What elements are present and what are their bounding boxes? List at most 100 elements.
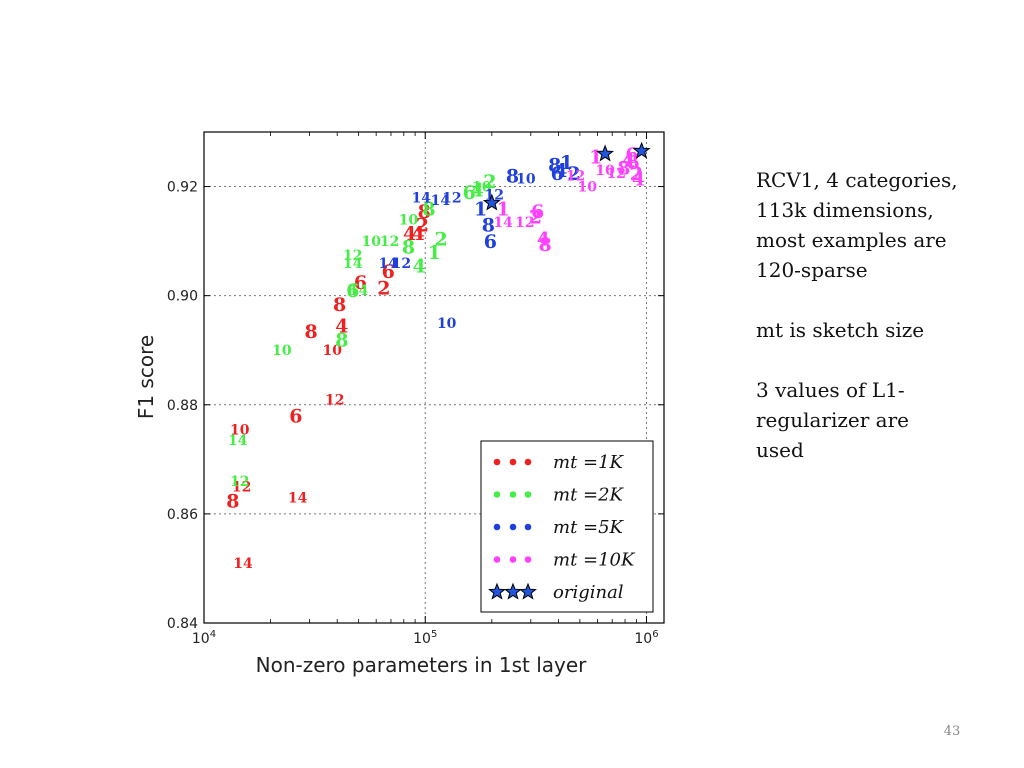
data-point-label: 10: [472, 180, 492, 196]
data-point-label: 8: [617, 157, 630, 179]
data-point-label: 6: [531, 201, 544, 223]
legend-dot-marker: [509, 556, 517, 563]
y-tick-labels: 0.84 0.86 0.88 0.90 0.92: [167, 180, 198, 632]
legend-dot-marker: [524, 491, 532, 498]
data-point-label: 10: [578, 180, 598, 196]
data-point-label: 10: [230, 422, 250, 438]
data-point-label: 10: [399, 212, 419, 228]
notes-dataset-description: RCV1, 4 categories, 113k dimensions, mos…: [756, 165, 996, 285]
x-tick-labels: 104 105 106: [192, 629, 659, 647]
data-point-label: 1: [497, 198, 510, 220]
data-point-label: 14: [349, 283, 369, 299]
data-point-label: 14: [493, 215, 513, 231]
notes-line: most examples are: [756, 228, 947, 252]
notes-line: 113k dimensions,: [756, 198, 934, 222]
notes-line: mt is sketch size: [756, 318, 925, 342]
data-point-label: 4: [471, 179, 484, 201]
legend-dot-marker: [524, 523, 532, 531]
legend-label: mt =1K: [553, 452, 625, 473]
x-tick-label: 105: [413, 629, 437, 647]
y-tick-label: 0.92: [167, 180, 198, 196]
data-point-label: 6: [484, 231, 497, 253]
legend-label: mt =10K: [553, 550, 636, 571]
data-point-label: 12: [442, 190, 461, 206]
data-point-label: 2: [630, 163, 643, 185]
data-point-label: 8: [422, 198, 435, 220]
legend-dot-marker: [509, 458, 517, 466]
data-point-label: 4: [537, 228, 550, 250]
data-point-label: 6: [625, 144, 638, 166]
data-point-label: 10: [272, 343, 292, 359]
data-point-label: 2: [529, 207, 542, 229]
data-point-label: 8: [506, 166, 519, 188]
original-star-point: [482, 193, 501, 211]
data-point-label: 8: [548, 155, 561, 177]
legend-dot-marker: [524, 458, 532, 466]
data-point-label: 6: [463, 182, 476, 204]
legend-box: [480, 440, 654, 613]
data-point-label: 4: [622, 149, 635, 171]
data-point-label: 14: [288, 491, 308, 507]
legend-dot-marker: [509, 523, 517, 531]
data-point-label: 10: [595, 163, 615, 179]
plot-frame: [203, 131, 665, 624]
data-point-label: 8: [333, 294, 346, 316]
notes-line: 120-sparse: [756, 258, 868, 282]
data-point-label: 4: [412, 223, 425, 245]
y-tick-label: 0.84: [167, 616, 198, 632]
data-point-label: 12: [325, 392, 344, 408]
legend-dot-marker: [493, 556, 501, 563]
data-point-label: 8: [538, 234, 551, 256]
data-point-label: 14: [431, 193, 451, 209]
legend-dot-marker: [493, 523, 501, 531]
data-point-label: 2: [416, 215, 429, 237]
y-axis-label: F1 score: [134, 335, 158, 419]
notes-regularizer: 3 values of L1- regularizer are used: [756, 375, 996, 465]
data-point-label: 1: [428, 242, 441, 264]
data-point-label: 8: [418, 201, 431, 223]
data-point-label: 12: [230, 474, 249, 490]
data-point-label: 12: [392, 256, 411, 272]
x-tick-label: 106: [634, 629, 658, 647]
data-point-label: 2: [567, 163, 580, 185]
data-point-label: 14: [412, 190, 432, 206]
y-tick-label: 0.90: [167, 289, 198, 305]
y-tick-label: 0.86: [167, 507, 198, 523]
slide-notes: RCV1, 4 categories, 113k dimensions, mos…: [756, 165, 996, 495]
notes-line: RCV1, 4 categories,: [756, 168, 958, 192]
legend-dot-marker: [493, 458, 501, 466]
notes-line: 3 values of L1-: [756, 378, 905, 402]
data-point-label: 6: [354, 272, 367, 294]
data-point-label: 2: [435, 228, 448, 250]
x-axis-label: Non-zero parameters in 1st layer: [256, 653, 588, 677]
y-tick-label: 0.88: [167, 398, 198, 414]
data-point-label: 14: [378, 256, 398, 272]
data-point-label: 1: [474, 198, 487, 220]
data-point-label: 12: [566, 169, 585, 185]
legend-star-marker: [488, 582, 506, 600]
data-point-label: 2: [483, 171, 496, 193]
data-point-label: 4: [403, 223, 416, 245]
legend-star-marker: [504, 582, 522, 600]
legend-dot-marker: [509, 491, 517, 498]
data-point-label: 8: [335, 329, 348, 351]
notes-line: used: [756, 438, 804, 462]
data-point-label: 1: [560, 152, 573, 174]
data-point-label: 6: [346, 280, 359, 302]
data-point-label: 4: [413, 256, 426, 278]
legend-star-marker: [519, 582, 537, 600]
page-number: 43: [943, 724, 961, 739]
grid-lines: [204, 132, 664, 623]
data-point-label: 12: [380, 234, 399, 250]
data-point-label: 6: [551, 163, 564, 185]
legend-label: mt =2K: [553, 485, 625, 506]
legend-label: mt =5K: [553, 517, 625, 538]
data-point-label: 12: [232, 480, 251, 496]
legend: mt =1K mt =2K mt =5K mt =10K original: [480, 440, 654, 613]
original-star-point: [596, 144, 615, 162]
data-point-label: 14: [343, 256, 363, 272]
data-point-label: 6: [382, 261, 395, 283]
data-point-label: 8: [226, 490, 239, 512]
data-point-label: 4: [632, 168, 645, 190]
